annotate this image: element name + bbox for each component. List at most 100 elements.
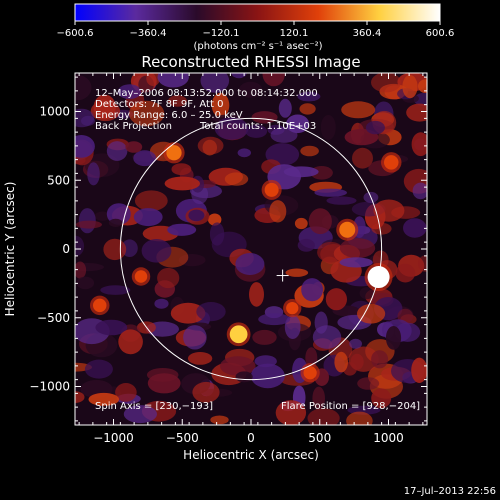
emission-blob (167, 223, 197, 236)
colorbar-tick-label: 360.4 (353, 28, 382, 39)
emission-blob (350, 353, 364, 370)
bright-source (303, 366, 317, 380)
bright-source (166, 145, 182, 161)
emission-blob (365, 120, 385, 135)
emission-blob (346, 411, 373, 425)
emission-blob (250, 363, 285, 389)
bright-source (229, 325, 248, 344)
emission-blob (197, 136, 224, 155)
emission-blob (84, 359, 113, 379)
y-tick-label: −500 (37, 311, 70, 325)
emission-blob (352, 147, 373, 169)
colorbar-tick-label: 600.6 (426, 28, 455, 39)
colorbar-gradient (74, 3, 441, 22)
emission-blob (133, 150, 157, 167)
emission-blob (371, 350, 389, 369)
emission-blob (418, 79, 427, 93)
emission-blob (237, 148, 251, 158)
emission-blob (224, 172, 249, 186)
emission-blob (157, 73, 189, 88)
emission-blob (103, 238, 127, 261)
emission-blob (196, 302, 226, 322)
emission-blob (168, 95, 187, 107)
emission-blob (118, 329, 143, 355)
emission-blob (402, 74, 418, 99)
emission-blob (339, 238, 376, 259)
emission-blob (371, 388, 392, 409)
emission-blob (249, 282, 264, 307)
y-axis-title: Heliocentric Y (arcsec) (3, 182, 17, 317)
emission-blob (141, 239, 172, 263)
bright-source (134, 270, 148, 283)
emission-blob (418, 255, 427, 272)
colorbar-tick-label: −120.1 (202, 28, 239, 39)
emission-blob (134, 190, 168, 211)
emission-blob (297, 238, 315, 252)
emission-blob (308, 208, 332, 235)
y-tick-label: −1000 (29, 380, 70, 394)
emission-blob (371, 73, 401, 93)
emission-blob (192, 381, 220, 403)
emission-blob (278, 98, 292, 118)
x-axis-title: Heliocentric X (arcsec) (183, 448, 319, 462)
emission-blob (171, 163, 192, 176)
emission-blob (270, 127, 298, 143)
emission-blob (334, 351, 349, 373)
x-tick-label: 1000 (373, 431, 404, 445)
annotations: 12–May–2006 08:13:52.000 to 08:14:32.000… (95, 88, 420, 412)
colorbar-tick-label: −360.4 (129, 28, 166, 39)
map-center-marker (276, 269, 289, 282)
emission-blob (210, 415, 229, 425)
emission-blob (252, 329, 277, 345)
emission-blob (412, 182, 427, 200)
emission-blob (385, 326, 402, 350)
emission-blob (133, 208, 163, 227)
colorbar-unit: (photons cm⁻² s⁻¹ asec⁻²) (193, 41, 322, 52)
x-tick-label: 500 (308, 431, 331, 445)
annotation-energy-range: Energy Range: 6.0 – 25.0 keV (95, 110, 243, 121)
emission-blob (75, 135, 95, 158)
emission-blob (75, 74, 92, 101)
emission-blob (125, 141, 143, 153)
emission-blob (299, 103, 316, 115)
emission-blob (209, 222, 225, 246)
y-tick-label: 0 (62, 242, 70, 256)
emission-blob (314, 311, 328, 334)
x-tick-label: 0 (247, 431, 255, 445)
emission-blob (115, 383, 137, 402)
x-tick-label: −500 (166, 431, 199, 445)
emission-blob (147, 373, 181, 394)
annotation-detectors: Detectors: 7F 8F 9F, Att 0 (95, 99, 223, 110)
emission-blob (183, 325, 207, 350)
emission-blob (395, 263, 416, 283)
annotation-flare-position: Flare Position = [928,−204] (281, 401, 420, 412)
emission-blob (286, 114, 310, 134)
bright-source (339, 221, 356, 238)
emission-blob (75, 235, 85, 257)
emission-blob (154, 298, 169, 309)
emission-blob (275, 400, 307, 425)
emission-blob (146, 73, 160, 87)
emission-blob (231, 73, 247, 79)
emission-blob (170, 302, 206, 324)
emission-blob (258, 313, 291, 326)
emission-blob (285, 268, 309, 277)
emission-blob (300, 145, 319, 157)
chart-title: Reconstructed RHESSI Image (141, 53, 360, 71)
emission-blob (95, 319, 128, 336)
emission-blob (239, 81, 263, 98)
y-tick-label: 1000 (39, 105, 70, 119)
emission-blob (262, 73, 285, 87)
annotation-time-range: 12–May–2006 08:13:52.000 to 08:14:32.000 (95, 88, 318, 99)
emission-blob (245, 124, 268, 138)
emission-blob (314, 188, 348, 197)
colorbar-ticks: −600.6 −360.4 −120.1 120.1 360.4 600.6 (56, 21, 454, 39)
colorbar-tick-label: −600.6 (56, 28, 93, 39)
emission-blob (411, 357, 427, 383)
emission-blob (117, 84, 142, 100)
bright-source (286, 302, 299, 315)
emission-blob (326, 196, 357, 205)
emission-blob (188, 209, 205, 222)
bright-source (93, 298, 107, 313)
emission-blob (297, 91, 321, 102)
